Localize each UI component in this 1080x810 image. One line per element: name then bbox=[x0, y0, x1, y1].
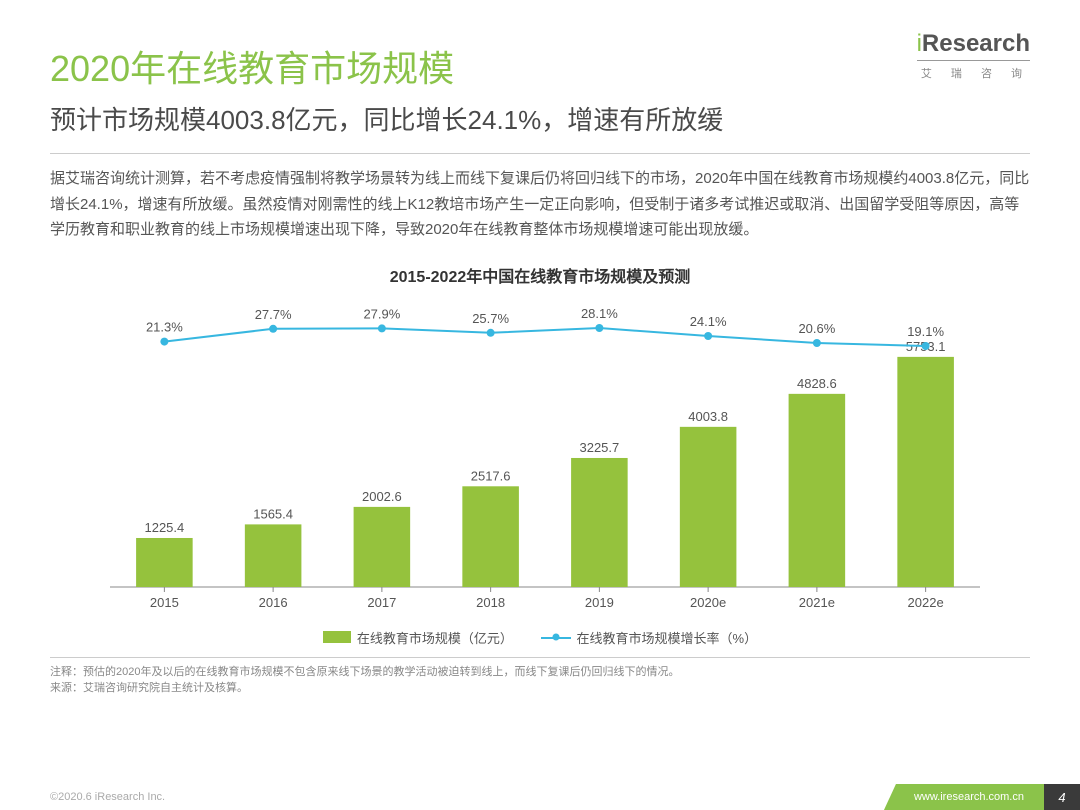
footnote-1: 注释：预估的2020年及以后的在线教育市场规模不包含原来线下场景的教学活动被迫转… bbox=[50, 664, 1030, 681]
legend-line-label: 在线教育市场规模增长率（%） bbox=[577, 628, 758, 647]
svg-text:2017: 2017 bbox=[367, 595, 396, 610]
bar-swatch-icon bbox=[323, 631, 351, 643]
svg-text:1565.4: 1565.4 bbox=[253, 506, 293, 521]
line-swatch-icon bbox=[541, 631, 571, 643]
logo-bold: Research bbox=[922, 30, 1030, 57]
logo-main: iResearch bbox=[917, 30, 1030, 58]
logo-block: iResearch 艾 瑞 咨 询 bbox=[917, 30, 1030, 81]
svg-text:2018: 2018 bbox=[476, 595, 505, 610]
svg-text:20.6%: 20.6% bbox=[798, 321, 835, 336]
page-title: 2020年在线教育市场规模 bbox=[50, 40, 1030, 92]
footnote-2: 来源：艾瑞咨询研究院自主统计及核算。 bbox=[50, 680, 1030, 697]
legend-bar: 在线教育市场规模（亿元） bbox=[323, 628, 513, 647]
footer-page-number: 4 bbox=[1044, 784, 1080, 810]
svg-text:2019: 2019 bbox=[585, 595, 614, 610]
svg-text:2015: 2015 bbox=[150, 595, 179, 610]
svg-text:27.7%: 27.7% bbox=[255, 306, 292, 321]
svg-text:2022e: 2022e bbox=[908, 595, 944, 610]
chart-title: 2015-2022年中国在线教育市场规模及预测 bbox=[50, 263, 1030, 287]
page-subtitle: 预计市场规模4003.8亿元，同比增长24.1%，增速有所放缓 bbox=[50, 100, 1030, 137]
body-paragraph: 据艾瑞咨询统计测算，若不考虑疫情强制将教学场景转为线上而线下复课后仍将回归线下的… bbox=[50, 166, 1030, 243]
svg-text:2020e: 2020e bbox=[690, 595, 726, 610]
footnotes: 注释：预估的2020年及以后的在线教育市场规模不包含原来线下场景的教学活动被迫转… bbox=[50, 657, 1030, 697]
logo-sub: 艾 瑞 咨 询 bbox=[917, 65, 1030, 81]
combo-chart: 1225.4 2015 1565.4 2016 2002.6 2017 2517.6 2018… bbox=[80, 297, 1000, 617]
footer-url: www.iresearch.com.cn bbox=[884, 784, 1044, 810]
svg-text:25.7%: 25.7% bbox=[472, 310, 509, 325]
svg-text:24.1%: 24.1% bbox=[690, 314, 727, 329]
svg-text:28.1%: 28.1% bbox=[581, 306, 618, 321]
chart-container: 1225.4 2015 1565.4 2016 2002.6 2017 2517.6 2018… bbox=[80, 297, 1000, 647]
footer: ©2020.6 iResearch Inc. www.iresearch.com… bbox=[0, 784, 1080, 810]
svg-text:19.1%: 19.1% bbox=[907, 324, 944, 339]
svg-text:1225.4: 1225.4 bbox=[144, 519, 184, 534]
legend-bar-label: 在线教育市场规模（亿元） bbox=[357, 628, 513, 647]
chart-legend: 在线教育市场规模（亿元） 在线教育市场规模增长率（%） bbox=[80, 628, 1000, 647]
svg-text:4828.6: 4828.6 bbox=[797, 375, 837, 390]
svg-text:27.9%: 27.9% bbox=[363, 306, 400, 321]
legend-line: 在线教育市场规模增长率（%） bbox=[541, 628, 758, 647]
svg-text:2021e: 2021e bbox=[799, 595, 835, 610]
svg-text:2517.6: 2517.6 bbox=[471, 468, 511, 483]
svg-text:3225.7: 3225.7 bbox=[579, 439, 619, 454]
svg-text:2002.6: 2002.6 bbox=[362, 488, 402, 503]
footer-copyright: ©2020.6 iResearch Inc. bbox=[0, 791, 884, 803]
svg-text:4003.8: 4003.8 bbox=[688, 408, 728, 423]
svg-text:2016: 2016 bbox=[259, 595, 288, 610]
title-divider bbox=[50, 153, 1030, 154]
svg-text:21.3%: 21.3% bbox=[146, 319, 183, 334]
